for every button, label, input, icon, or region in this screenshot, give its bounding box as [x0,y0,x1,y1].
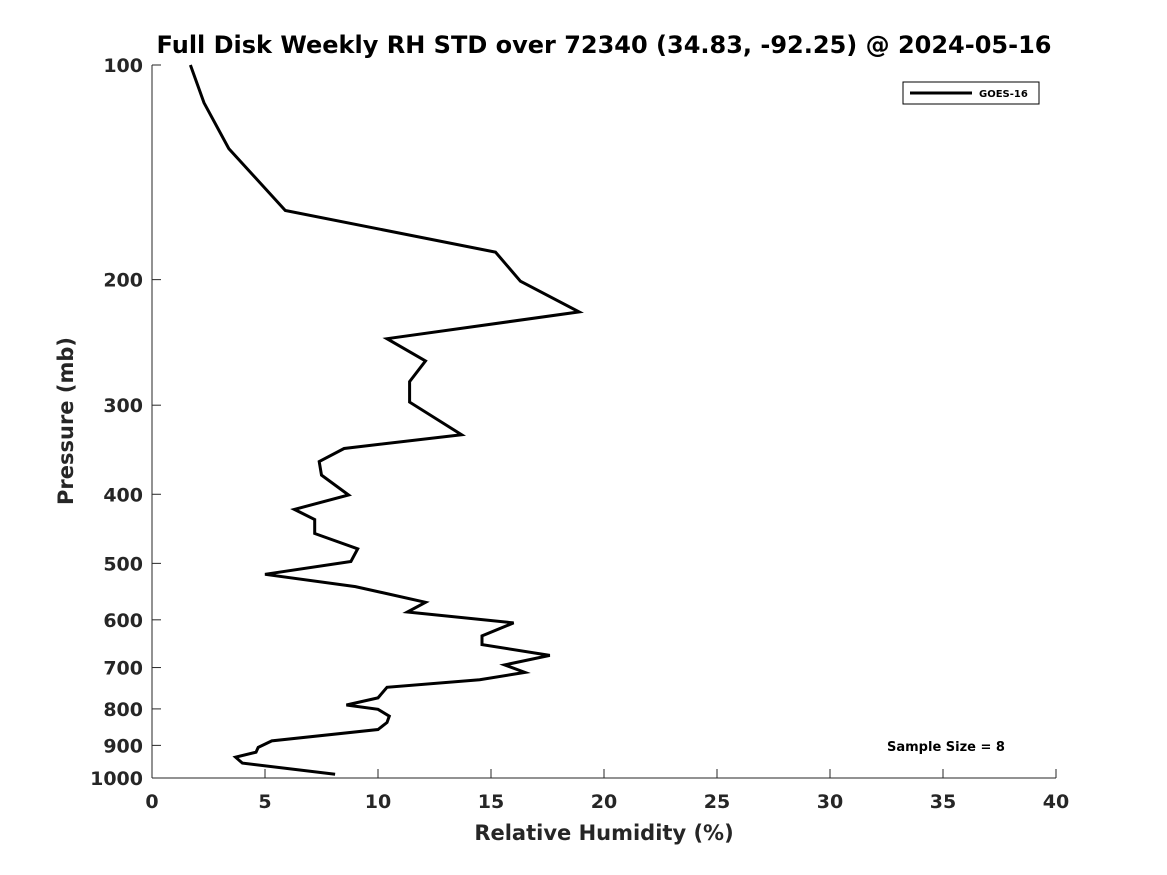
y-tick-label: 1000 [90,768,143,790]
sample-size-annotation: Sample Size = 8 [887,740,1005,755]
x-tick-label: 40 [1043,791,1069,813]
y-tick-label: 100 [103,55,143,77]
y-tick-label: 600 [103,610,143,632]
x-tick-label: 30 [817,791,843,813]
x-tick-label: 25 [704,791,730,813]
x-tick-label: 5 [258,791,271,813]
x-tick-label: 10 [365,791,391,813]
x-axis-ticks: 0 5 10 15 20 25 30 35 40 [145,769,1069,813]
series-line-goes-16 [188,64,584,776]
y-tick-label: 900 [103,735,143,757]
x-axis-label: Relative Humidity (%) [474,821,733,845]
x-tick-label: 0 [145,791,158,813]
y-axis-label: Pressure (mb) [54,337,78,505]
legend-label-goes-16: GOES-16 [979,89,1028,100]
y-tick-label: 200 [103,270,143,292]
y-axis-ticks: 100 200 300 400 500 600 700 800 900 1000 [90,55,161,790]
y-tick-label: 800 [103,699,143,721]
y-tick-label: 500 [103,553,143,575]
chart-title: Full Disk Weekly RH STD over 72340 (34.8… [157,31,1052,59]
legend: GOES-16 [902,81,1040,105]
x-tick-label: 15 [478,791,504,813]
y-tick-label: 300 [103,395,143,417]
x-tick-label: 20 [591,791,617,813]
y-tick-label: 400 [103,484,143,506]
series-layer [188,64,584,776]
y-tick-label: 700 [103,658,143,680]
x-tick-label: 35 [930,791,956,813]
